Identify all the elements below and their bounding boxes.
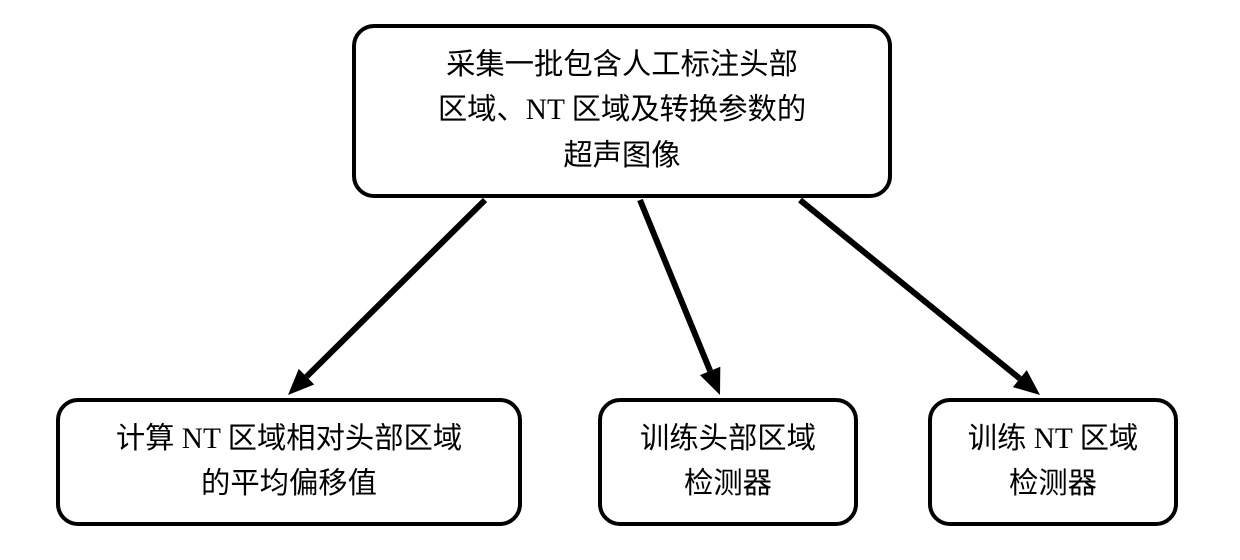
flowchart-edge-top-middle bbox=[640, 200, 710, 371]
flowchart-node-top: 采集一批包含人工标注头部 区域、NT 区域及转换参数的 超声图像 bbox=[352, 24, 892, 198]
flowchart-node-label: 采集一批包含人工标注头部 区域、NT 区域及转换参数的 超声图像 bbox=[438, 43, 806, 179]
flowchart-edge-top-left bbox=[306, 200, 485, 377]
flowchart-arrowhead-top-middle bbox=[700, 367, 720, 395]
flowchart-node-left: 计算 NT 区域相对头部区域 的平均偏移值 bbox=[56, 398, 522, 526]
flowchart-node-right: 训练 NT 区域 检测器 bbox=[928, 398, 1178, 526]
flowchart-node-label: 训练 NT 区域 检测器 bbox=[968, 417, 1138, 508]
flowchart-arrowhead-top-right bbox=[1013, 370, 1040, 395]
flowchart-arrowhead-top-left bbox=[288, 369, 314, 395]
flowchart-node-label: 计算 NT 区域相对头部区域 的平均偏移值 bbox=[116, 417, 462, 508]
diagram-canvas: 采集一批包含人工标注头部 区域、NT 区域及转换参数的 超声图像计算 NT 区域… bbox=[0, 0, 1240, 560]
flowchart-node-middle: 训练头部区域 检测器 bbox=[598, 398, 858, 526]
flowchart-node-label: 训练头部区域 检测器 bbox=[640, 417, 816, 508]
flowchart-edge-top-right bbox=[800, 200, 1020, 379]
